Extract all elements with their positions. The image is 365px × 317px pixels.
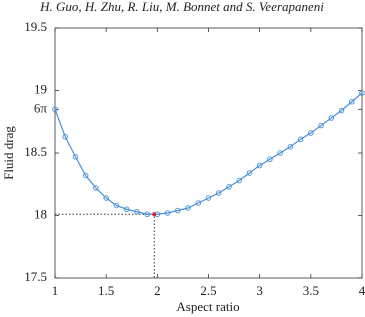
x-axis-label: Aspect ratio [176, 299, 239, 314]
data-point [349, 98, 355, 105]
data-point [164, 210, 171, 216]
data-point [246, 170, 253, 176]
data-point [236, 177, 242, 184]
data-point [226, 183, 232, 190]
data-point [287, 143, 294, 150]
y-tick-label: 19 [34, 81, 47, 96]
data-point [318, 122, 324, 129]
data-point [308, 130, 314, 136]
data-point [93, 185, 99, 191]
data-point [195, 200, 202, 206]
data-line [54, 92, 363, 215]
y-axis-label: Fluid drag [1, 126, 16, 180]
data-point [123, 206, 130, 212]
data-point [215, 190, 222, 196]
y-tick-label: 18.5 [24, 144, 47, 159]
optimum-guide [55, 213, 155, 278]
data-point [328, 115, 335, 121]
x-tick-label: 4 [359, 283, 365, 298]
data-point [277, 150, 283, 156]
data-point [144, 211, 150, 217]
x-tick-label: 2.5 [200, 283, 216, 298]
data-point [359, 90, 365, 96]
data-point [134, 208, 140, 215]
data-point [205, 195, 212, 201]
data-point [82, 172, 89, 179]
y-tick-label: 18 [34, 206, 47, 221]
data-point [103, 195, 109, 201]
x-tick-label: 2 [154, 283, 161, 298]
data-point [256, 162, 263, 169]
y-tick-label: 6π [34, 100, 48, 115]
data-point [62, 133, 68, 140]
data-point [338, 107, 345, 114]
data-point [52, 106, 58, 112]
data-point [175, 207, 181, 214]
page-header: H. Guo, H. Zhu, R. Liu, M. Bonnet and S.… [39, 0, 324, 14]
data-point [185, 205, 191, 211]
x-tick-label: 1 [52, 283, 59, 298]
x-tick-label: 3.5 [303, 283, 319, 298]
x-tick-label: 1.5 [98, 283, 114, 298]
y-tick-label: 19.5 [24, 19, 47, 34]
data-point [113, 202, 120, 209]
data-point [267, 156, 273, 162]
plot-frame [54, 27, 363, 279]
optimum-point [152, 212, 157, 217]
data-point [297, 136, 304, 142]
data-point [72, 153, 79, 160]
x-tick-label: 3 [256, 283, 263, 298]
y-tick-label: 17.5 [24, 269, 47, 284]
